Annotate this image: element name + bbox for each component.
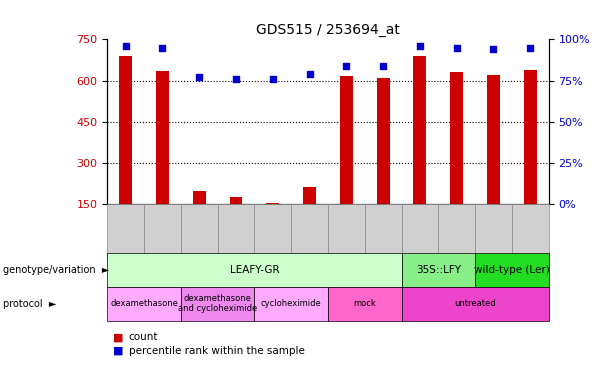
Text: cycloheximide: cycloheximide [261, 299, 322, 308]
Point [268, 76, 278, 82]
Point [158, 45, 167, 51]
Point [231, 76, 241, 82]
Bar [376, 78, 390, 204]
Text: ■: ■ [113, 346, 124, 355]
Bar [340, 76, 353, 204]
Text: ■: ■ [113, 333, 124, 342]
Bar [119, 56, 132, 204]
Point [341, 63, 351, 69]
Bar [266, 203, 280, 204]
Text: dexamethasone: dexamethasone [110, 299, 178, 308]
Bar [156, 71, 169, 204]
Point [489, 46, 498, 52]
Text: LEAFY-GR: LEAFY-GR [230, 265, 279, 275]
Text: mock: mock [353, 299, 376, 308]
Point [305, 71, 314, 77]
Title: GDS515 / 253694_at: GDS515 / 253694_at [256, 23, 400, 37]
Bar [303, 186, 316, 204]
Bar [192, 191, 206, 204]
Text: wild-type (Ler): wild-type (Ler) [474, 265, 550, 275]
Text: dexamethasone
and cycloheximide: dexamethasone and cycloheximide [178, 294, 257, 314]
Bar [414, 56, 427, 204]
Point [194, 74, 204, 80]
Point [378, 63, 388, 69]
Bar [450, 72, 463, 204]
Text: percentile rank within the sample: percentile rank within the sample [129, 346, 305, 355]
Text: 35S::LFY: 35S::LFY [416, 265, 461, 275]
Text: protocol  ►: protocol ► [3, 299, 56, 309]
Point [415, 43, 425, 49]
Bar [229, 196, 243, 204]
Text: count: count [129, 333, 158, 342]
Text: untreated: untreated [454, 299, 496, 308]
Bar [524, 70, 537, 204]
Text: genotype/variation  ►: genotype/variation ► [3, 265, 110, 275]
Point [452, 45, 462, 51]
Bar [487, 75, 500, 204]
Point [525, 45, 535, 51]
Point [121, 43, 131, 49]
